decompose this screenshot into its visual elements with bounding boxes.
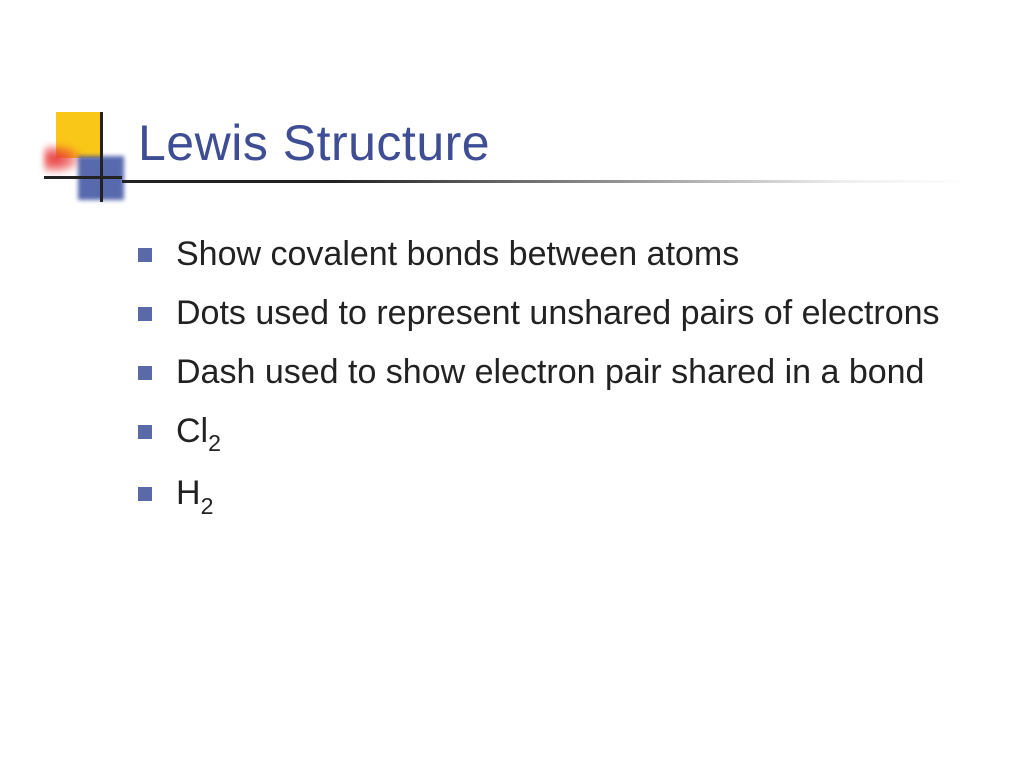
subscript: 2: [201, 493, 214, 519]
slide-body: Show covalent bonds between atoms Dots us…: [138, 232, 958, 533]
bullet-text: Dots used to represent unshared pairs of…: [176, 291, 958, 336]
slide-title: Lewis Structure: [138, 114, 490, 172]
decor-red-blur: [44, 144, 82, 174]
bullet-item: Dash used to show electron pair shared i…: [138, 350, 958, 395]
decor-cross-horizontal: [44, 176, 122, 179]
bullet-item: Cl2: [138, 409, 958, 457]
decor-cross-vertical: [100, 112, 103, 202]
title-underline: [122, 180, 972, 183]
bullet-item: Dots used to represent unshared pairs of…: [138, 291, 958, 336]
bullet-text: H2: [176, 471, 958, 519]
bullet-item: Show covalent bonds between atoms: [138, 232, 958, 277]
square-bullet-icon: [138, 307, 152, 321]
square-bullet-icon: [138, 487, 152, 501]
bullet-text: Dash used to show electron pair shared i…: [176, 350, 958, 395]
square-bullet-icon: [138, 248, 152, 262]
subscript: 2: [208, 430, 221, 456]
square-bullet-icon: [138, 366, 152, 380]
square-bullet-icon: [138, 425, 152, 439]
bullet-text: Cl2: [176, 409, 958, 457]
slide-corner-decoration: [44, 112, 134, 202]
bullet-text: Show covalent bonds between atoms: [176, 232, 958, 277]
bullet-item: H2: [138, 471, 958, 519]
